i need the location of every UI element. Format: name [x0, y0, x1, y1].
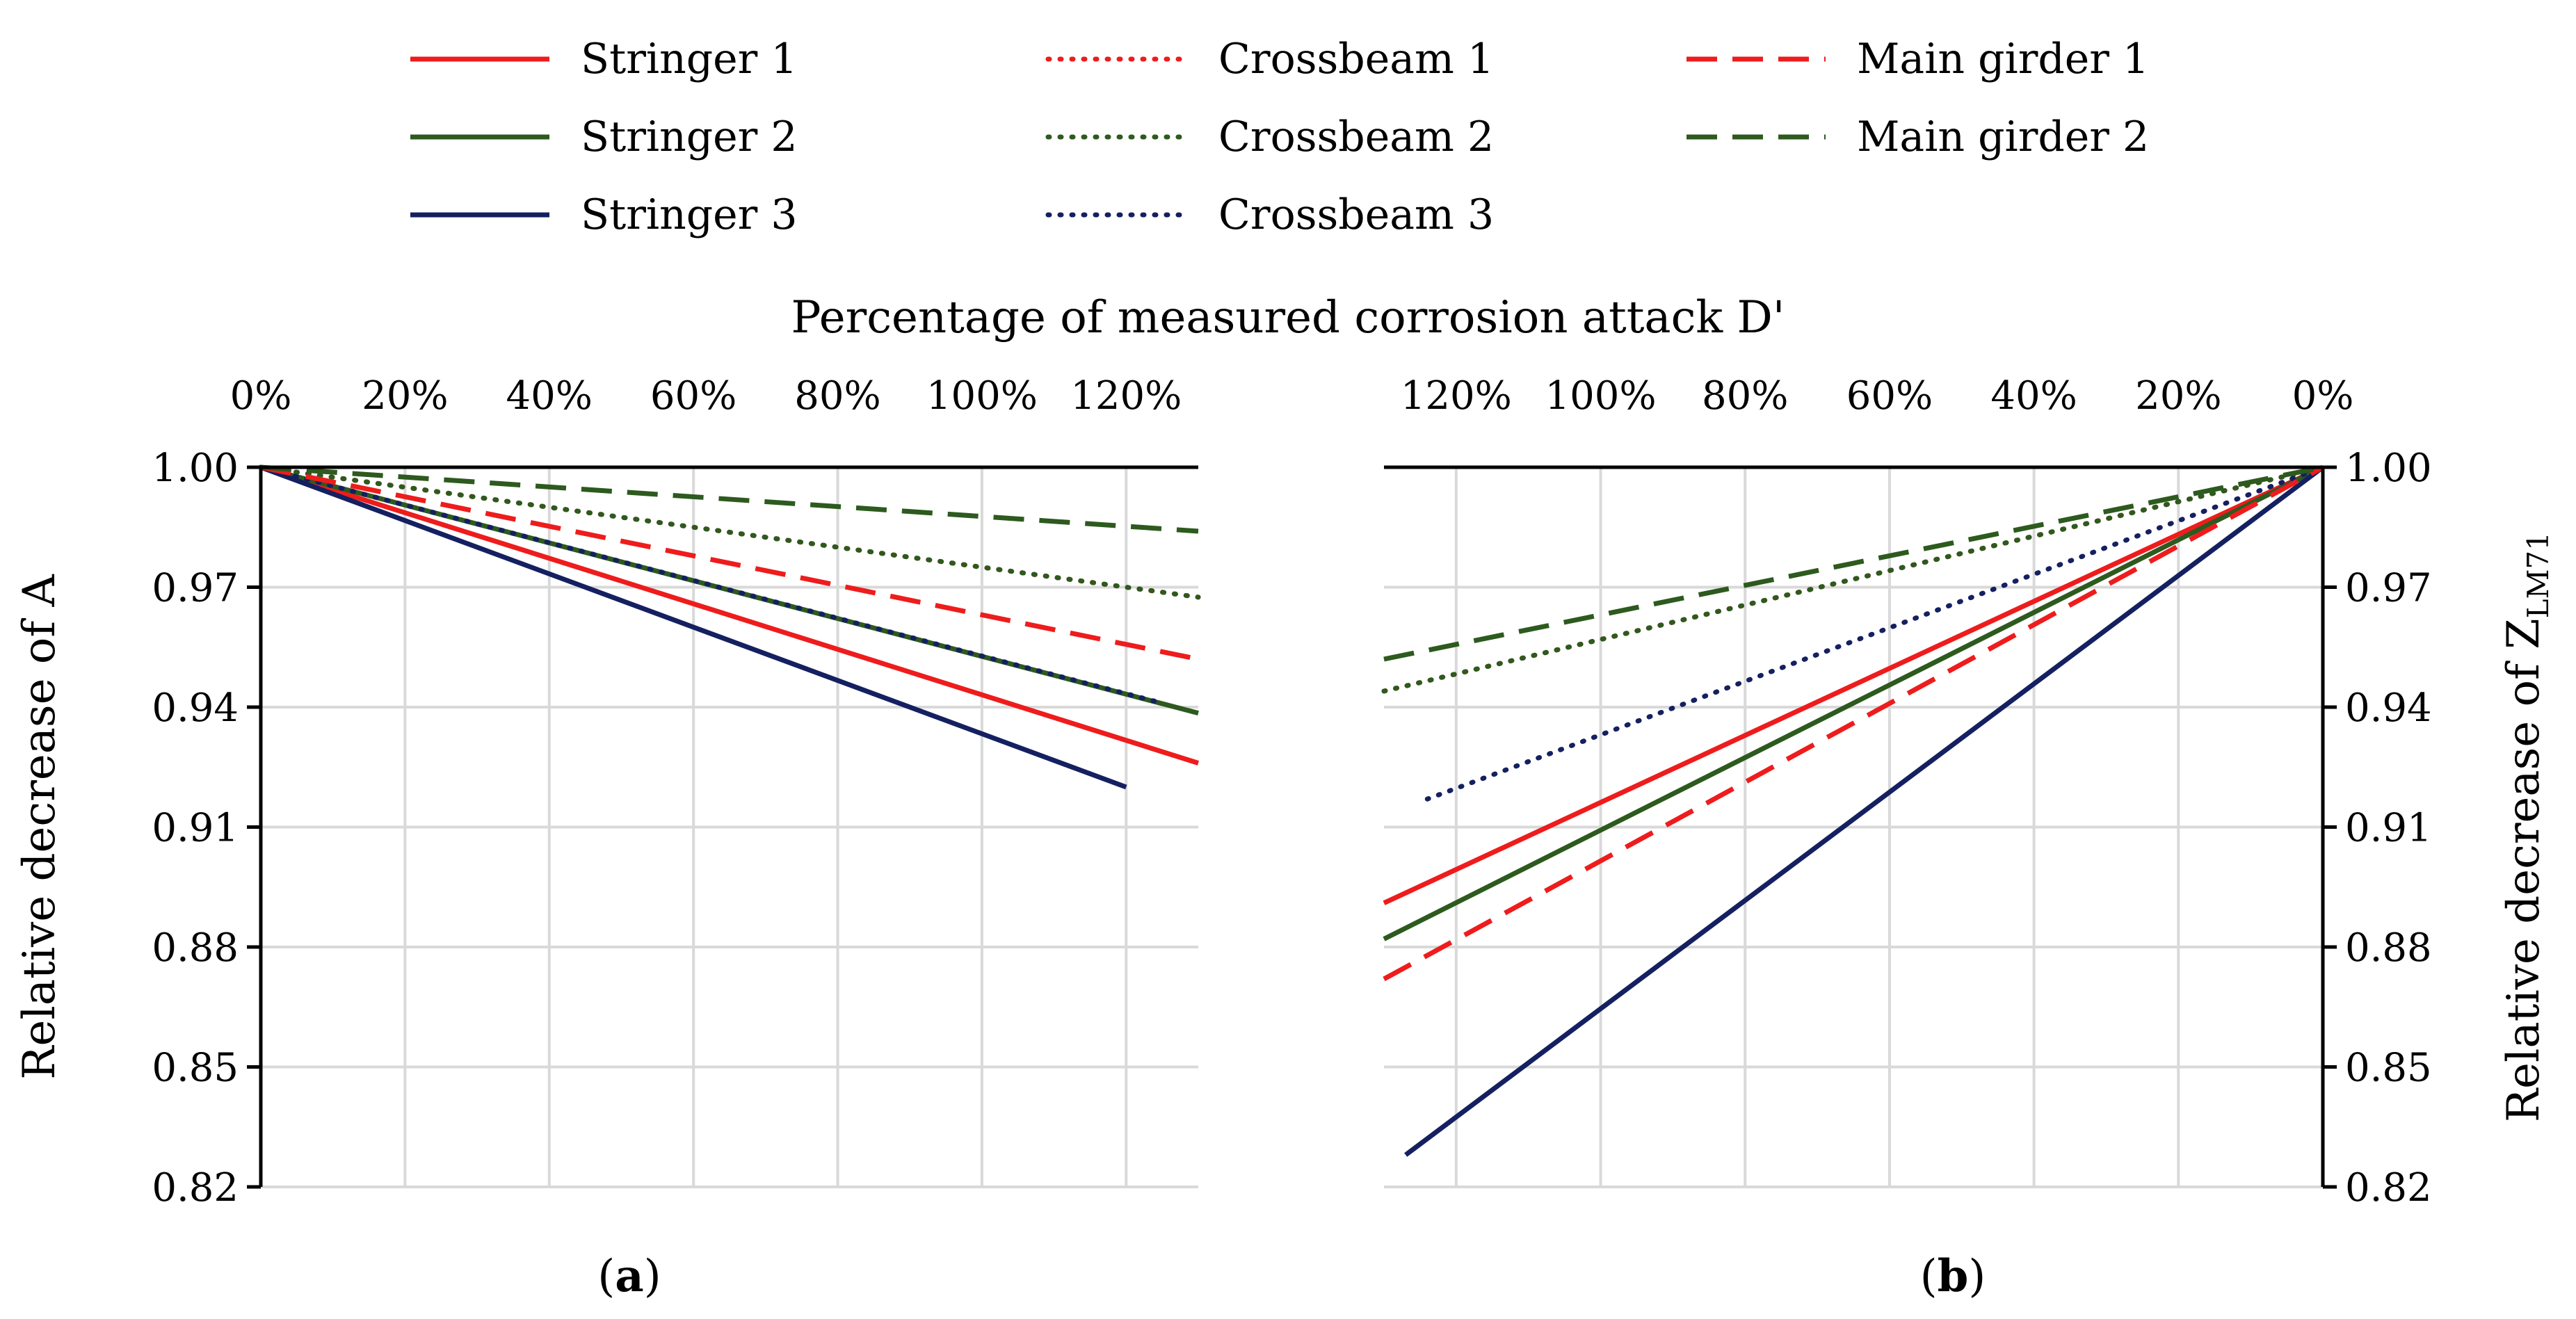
- panel-b-ytick-label-5: 0.85: [2345, 1046, 2432, 1091]
- panel-a-ytick-label-6: 0.82: [152, 1165, 239, 1211]
- panel-a-ytick-label-2: 0.94: [152, 686, 239, 731]
- panel-a-series-crossbeam-3: [258, 464, 1165, 706]
- panel-a-xtick-label-4: 80%: [794, 373, 880, 419]
- panel-b-ytick-label-4: 0.88: [2345, 925, 2432, 971]
- panel-b-y-axis-title: Relative decrease of ZLM71: [2498, 532, 2555, 1122]
- legend-label-stringer-3: Stringer 3: [581, 191, 798, 239]
- panel-a-xtick-label-6: 120%: [1070, 373, 1182, 419]
- legend-label-main-girder-2: Main girder 2: [1857, 113, 2149, 161]
- panel-b-xtick-label-3: 60%: [1846, 373, 1933, 419]
- panel-b-series-main-girder-2: [1383, 464, 2324, 662]
- legend-label-stringer-2: Stringer 2: [581, 113, 798, 161]
- panel-a-xtick-label-2: 40%: [506, 373, 593, 419]
- panel-a-y-axis-title: Relative decrease of A: [14, 574, 65, 1080]
- panel-a-xtick-label-1: 20%: [362, 373, 448, 419]
- panel-b-xtick-label-0: 120%: [1401, 373, 1512, 419]
- panel-b-series-group: [1381, 464, 2326, 1157]
- panel-b-ytick-label-3: 0.91: [2345, 806, 2432, 851]
- panel-a-series-main-girder-1: [260, 464, 1199, 662]
- panel-a-series-main-girder-2: [260, 464, 1199, 534]
- panel-b-series-stringer-1: [1383, 464, 2324, 905]
- panel-a-xtick-label-3: 60%: [650, 373, 736, 419]
- panel-a-ytick-label-1: 0.97: [152, 566, 239, 611]
- panel-a-series-group: [258, 464, 1201, 790]
- legend-label-crossbeam-1: Crossbeam 1: [1218, 35, 1494, 83]
- panel-a-series-crossbeam-2: [258, 464, 1201, 600]
- panel-b-series-crossbeam-3: [1424, 464, 2326, 802]
- panel-a-label: (a): [597, 1250, 661, 1302]
- panel-b-xtick-label-5: 20%: [2135, 373, 2221, 419]
- panel-b-series-crossbeam-2: [1381, 464, 2326, 694]
- legend: Stringer 1 Crossbeam 1 Main girder 1 String…: [410, 35, 2149, 239]
- panel-a-xtick-label-5: 100%: [926, 373, 1038, 419]
- panel-a-letter: a: [615, 1250, 643, 1302]
- legend-label-crossbeam-3: Crossbeam 3: [1218, 191, 1494, 239]
- panel-b-xtick-label-6: 0%: [2292, 373, 2354, 419]
- panel-a-ytick-label-4: 0.88: [152, 925, 239, 971]
- panel-b: 1.00 0.97 0.94 0.91 0.88 0.85 0.82 120% 100% 80% 6…: [1381, 373, 2555, 1211]
- panel-b-ytick-label-1: 0.97: [2345, 566, 2432, 611]
- panel-b-series-stringer-2: [1383, 464, 2324, 941]
- panel-a-series-stringer-1: [259, 464, 1200, 766]
- legend-label-crossbeam-2: Crossbeam 2: [1218, 113, 1494, 161]
- panel-b-xtick-label-4: 40%: [1990, 373, 2077, 419]
- panel-a-ytick-label-5: 0.85: [152, 1046, 239, 1091]
- panel-a-ytick-label-3: 0.91: [152, 806, 239, 851]
- panel-b-ytick-label-0: 1.00: [2345, 446, 2432, 491]
- panel-b-y-axis-title-main: Relative decrease of Z: [2498, 618, 2550, 1122]
- panel-b-y-axis-title-subscript: LM71: [2521, 532, 2555, 618]
- panel-b-xtick-label-2: 80%: [1702, 373, 1788, 419]
- top-axis-title: Percentage of measured corrosion attack …: [791, 292, 1785, 343]
- panel-b-ytick-label-2: 0.94: [2345, 686, 2432, 731]
- panel-b-xtick-label-1: 100%: [1545, 373, 1656, 419]
- legend-label-main-girder-1: Main girder 1: [1857, 35, 2149, 83]
- panel-b-series-stringer-3: [1404, 465, 2325, 1157]
- panel-b-series-main-girder-1: [1383, 464, 2324, 982]
- panel-a-series-stringer-3: [259, 464, 1127, 790]
- panel-a-ytick-label-0: 1.00: [152, 446, 239, 491]
- panel-b-ytick-label-6: 0.82: [2345, 1165, 2432, 1211]
- panel-a: 1.00 0.97 0.94 0.91 0.88 0.85 0.82 0% 20% 40% 60% 8…: [14, 373, 1201, 1211]
- panel-b-label: (b): [1920, 1250, 1986, 1302]
- legend-label-stringer-1: Stringer 1: [581, 35, 798, 83]
- panel-b-letter: b: [1938, 1250, 1969, 1302]
- panel-a-xtick-label-0: 0%: [230, 373, 292, 419]
